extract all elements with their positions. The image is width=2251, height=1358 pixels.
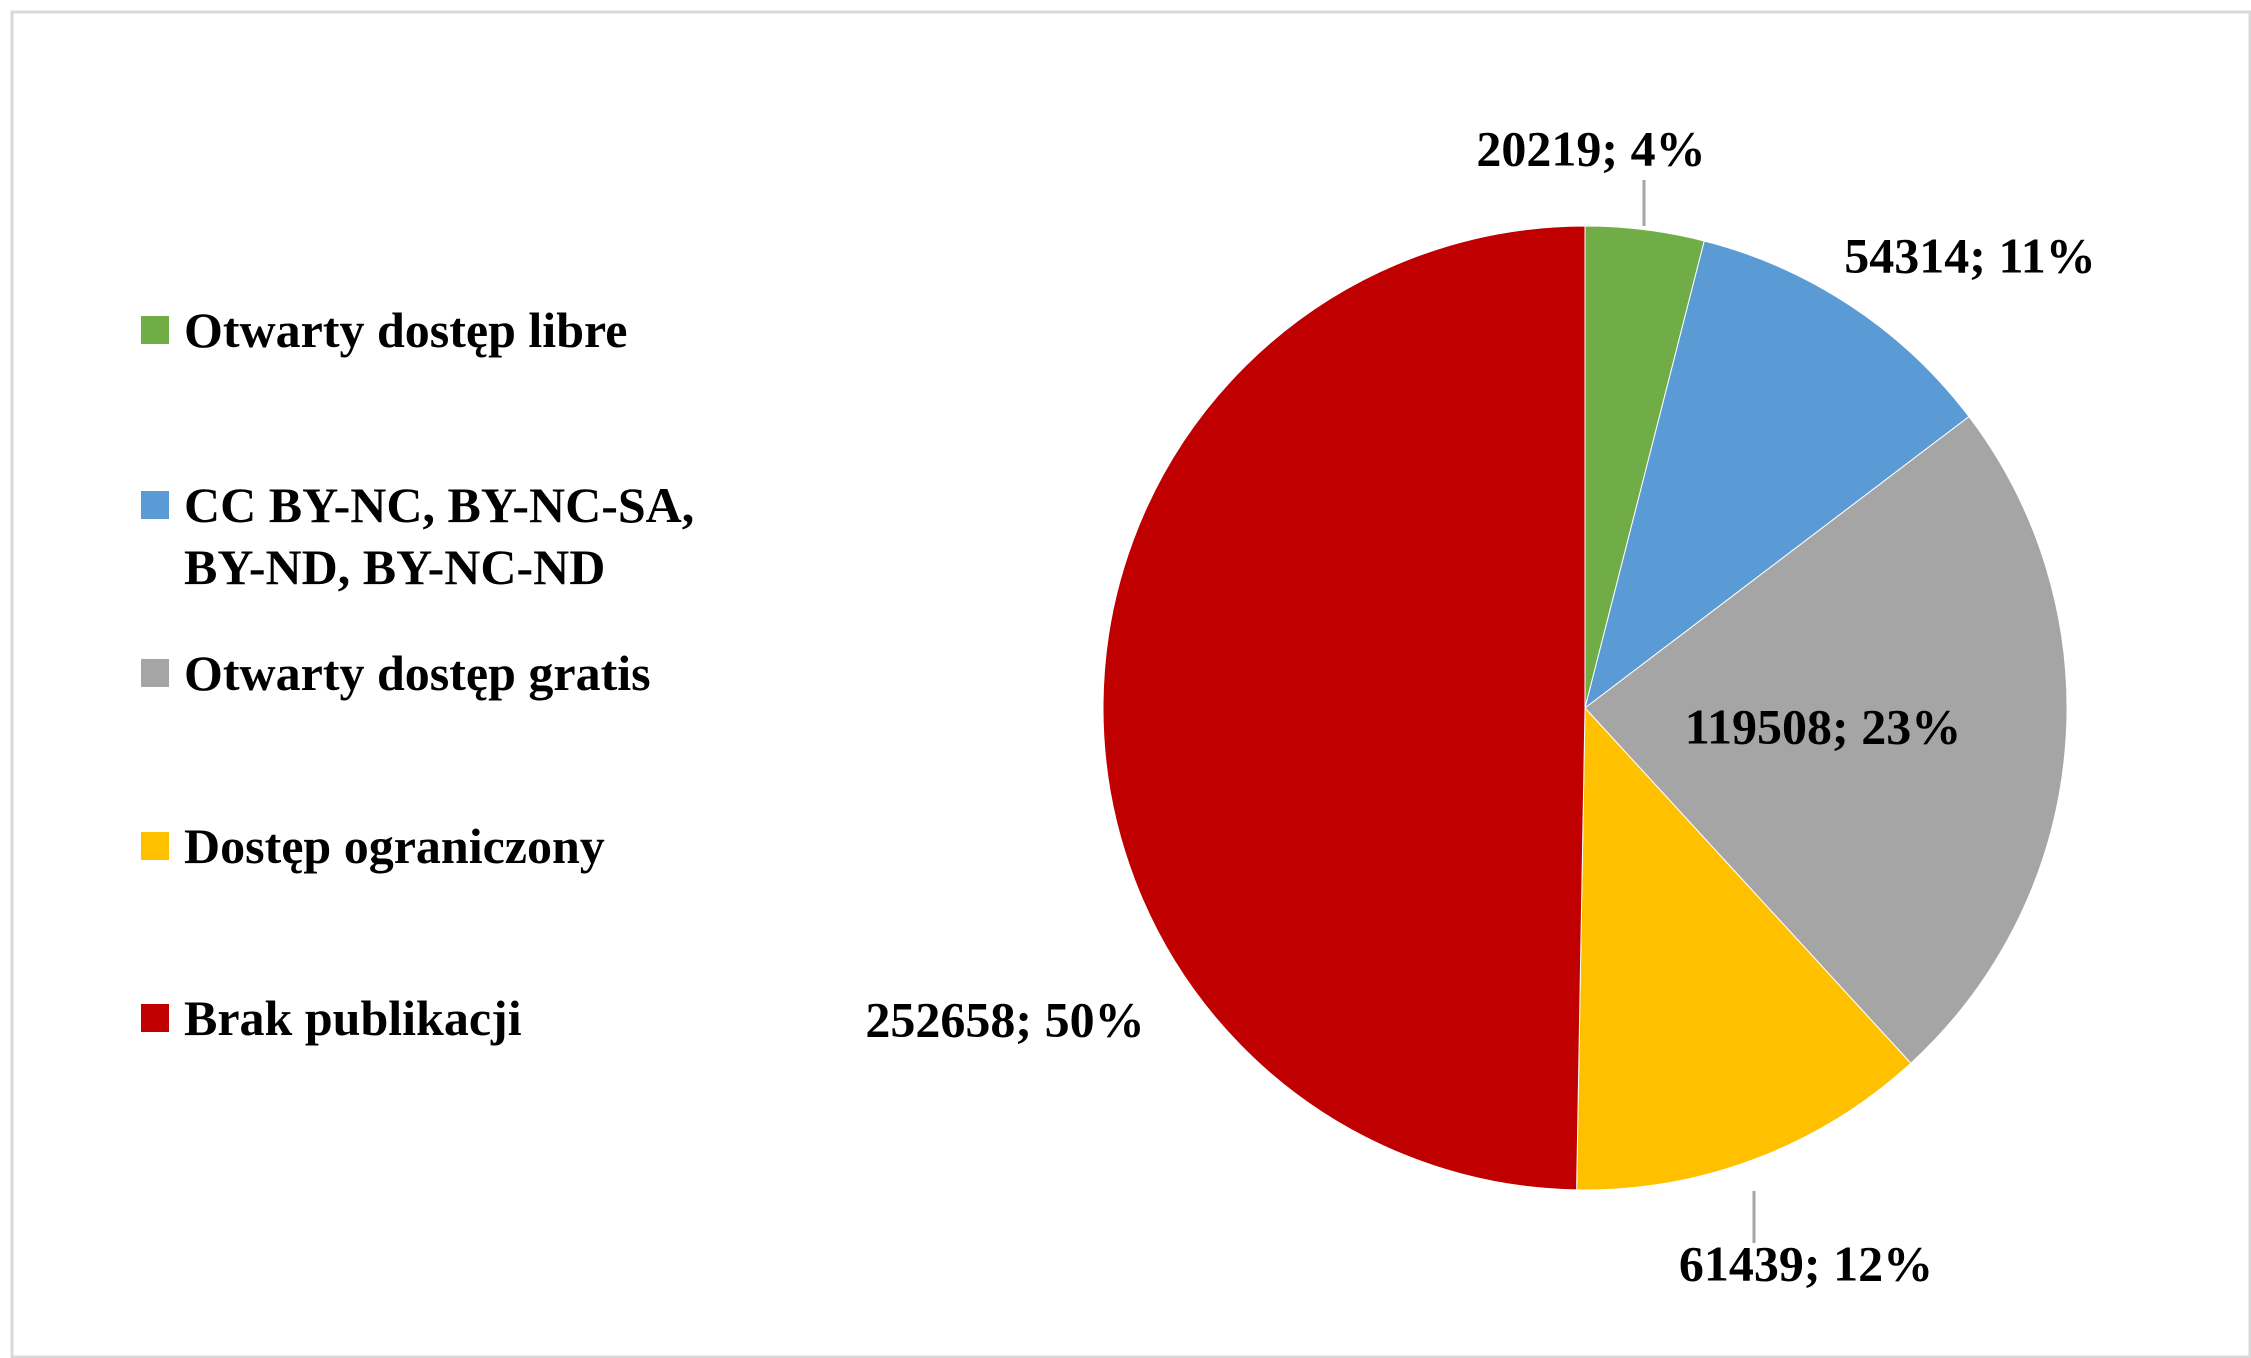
legend-item: Otwarty dostęp gratis <box>141 642 781 704</box>
legend-label: Brak publikacji <box>184 990 522 1046</box>
legend-label: CC BY-NC, BY-NC-SA, BY-ND, BY-NC-ND <box>184 477 695 595</box>
legend-label: Otwarty dostęp gratis <box>184 645 651 701</box>
legend-item: CC BY-NC, BY-NC-SA, BY-ND, BY-NC-ND <box>141 474 781 598</box>
pie-slice <box>1102 225 1586 1191</box>
pie-slice <box>1584 415 2068 1064</box>
legend-label: Dostęp ograniczony <box>184 818 605 874</box>
legend-item: Otwarty dostęp libre <box>141 299 781 361</box>
legend-swatch <box>141 491 169 519</box>
chart-border <box>10 10 2251 1358</box>
data-label: 54314; 11% <box>1844 227 2095 283</box>
legend-swatch <box>141 832 169 860</box>
legend-item: Brak publikacji <box>141 987 781 1049</box>
legend-swatch <box>141 1004 169 1032</box>
legend-swatch <box>141 316 169 344</box>
data-label: 252658; 50% <box>865 991 1144 1047</box>
pie-slice <box>1576 706 1912 1191</box>
data-label: 20219; 4% <box>1476 120 1705 176</box>
legend-label: Otwarty dostęp libre <box>184 302 628 358</box>
legend-item: Dostęp ograniczony <box>141 815 781 877</box>
pie-slice <box>1584 240 1970 710</box>
legend-swatch <box>141 659 169 687</box>
data-label: 61439; 12% <box>1679 1235 1933 1291</box>
data-label: 119508; 23% <box>1685 698 1961 754</box>
